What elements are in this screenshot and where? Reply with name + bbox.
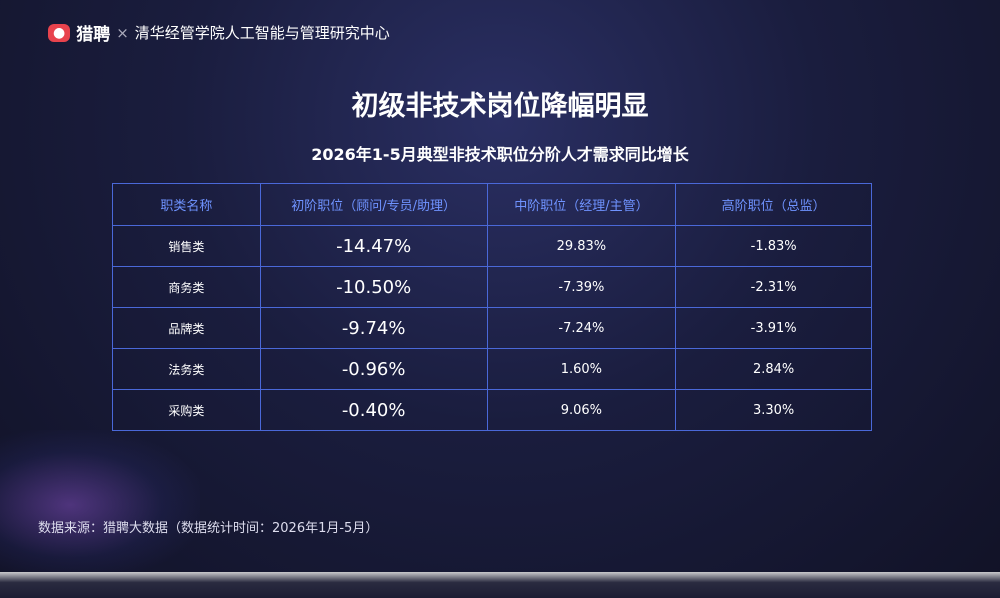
table-cell: -7.24% xyxy=(486,307,677,349)
table-cell: 采购类 xyxy=(112,389,261,431)
table-cell: -14.47% xyxy=(259,225,488,267)
column-header: 初阶职位（顾问/专员/助理） xyxy=(259,183,488,226)
separator: × xyxy=(116,23,129,42)
table-cell: -3.91% xyxy=(675,307,872,349)
table-cell: 销售类 xyxy=(112,225,261,267)
logo: ● xyxy=(48,23,71,42)
column-header: 高阶职位（总监） xyxy=(675,183,872,226)
table-cell: 品牌类 xyxy=(112,307,261,349)
header-row: 职类名称 初阶职位（顾问/专员/助理） 中阶职位（经理/主管） 高阶职位（总监） xyxy=(112,183,872,226)
brand: 猎聘 xyxy=(76,25,111,45)
table-cell: -2.31% xyxy=(675,266,872,308)
table-row: 销售类 -14.47% 29.83% -1.83% xyxy=(112,225,872,267)
decoration-glow xyxy=(0,430,200,580)
column-header: 职类名称 xyxy=(112,183,261,226)
table-cell: 3.30% xyxy=(675,389,872,431)
screen-bezel xyxy=(0,572,1000,598)
subtitle: 2026年1-5月典型非技术职位分阶人才需求同比增长 xyxy=(311,145,689,164)
table-cell: -10.50% xyxy=(259,266,488,308)
table-cell: -0.40% xyxy=(259,389,488,431)
table-cell: 29.83% xyxy=(486,225,677,267)
header: ● 猎聘 × 清华经管学院人工智能与管理研究中心 xyxy=(48,20,390,45)
table-cell: -9.74% xyxy=(259,307,488,349)
table-cell: 9.06% xyxy=(486,389,677,431)
table-row: 采购类 -0.40% 9.06% 3.30% xyxy=(112,389,872,431)
column-header: 中阶职位（经理/主管） xyxy=(486,183,677,226)
table-cell: -1.83% xyxy=(675,225,872,267)
source-note: 数据来源：猎聘大数据（数据统计时间：2026年1月-5月） xyxy=(38,521,379,536)
data-table: 职类名称 初阶职位（顾问/专员/助理） 中阶职位（经理/主管） 高阶职位（总监） 销售类… xyxy=(112,183,872,431)
table-row: 商务类 -10.50% -7.39% -2.31% xyxy=(112,266,872,308)
table-row: 法务类 -0.96% 1.60% 2.84% xyxy=(112,348,872,390)
title: 初级非技术岗位降幅明显 xyxy=(351,91,649,122)
partner: 清华经管学院人工智能与管理研究中心 xyxy=(134,24,390,42)
table-cell: 1.60% xyxy=(486,348,677,390)
table-cell: 法务类 xyxy=(112,348,261,390)
table-cell: 2.84% xyxy=(675,348,872,390)
table-cell: -7.39% xyxy=(486,266,677,308)
table-cell: 商务类 xyxy=(112,266,261,308)
table-cell: -0.96% xyxy=(259,348,488,390)
table-row: 品牌类 -9.74% -7.24% -3.91% xyxy=(112,307,872,349)
